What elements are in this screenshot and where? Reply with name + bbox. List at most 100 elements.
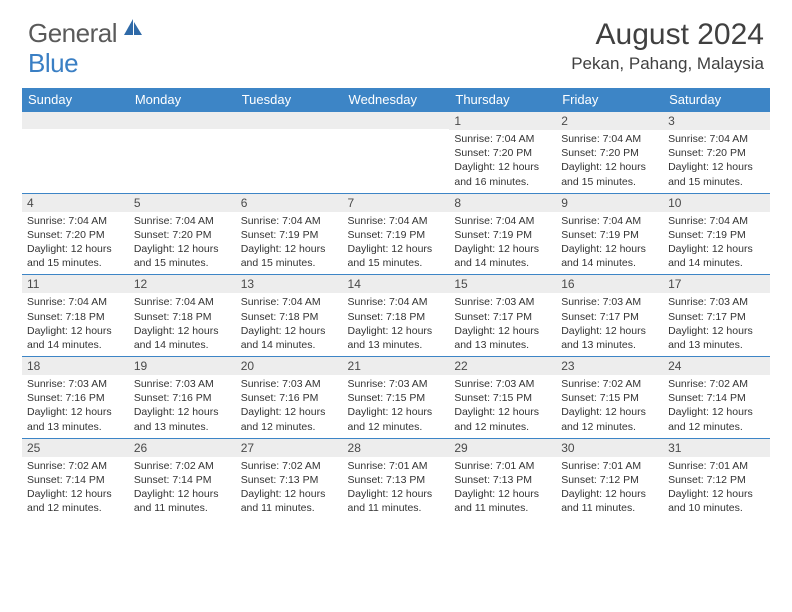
sunrise-text: Sunrise: 7:01 AM: [348, 459, 445, 473]
calendar-day-cell: 14Sunrise: 7:04 AMSunset: 7:18 PMDayligh…: [343, 275, 450, 357]
daylight-text: Daylight: 12 hours and 12 minutes.: [27, 487, 124, 515]
calendar-day-cell: 21Sunrise: 7:03 AMSunset: 7:15 PMDayligh…: [343, 357, 450, 439]
day-number: 28: [343, 439, 450, 457]
day-number: [22, 112, 129, 129]
calendar-day-cell: 20Sunrise: 7:03 AMSunset: 7:16 PMDayligh…: [236, 357, 343, 439]
sunset-text: Sunset: 7:15 PM: [348, 391, 445, 405]
sunrise-text: Sunrise: 7:03 AM: [668, 295, 765, 309]
sunset-text: Sunset: 7:19 PM: [348, 228, 445, 242]
calendar-day-cell: 15Sunrise: 7:03 AMSunset: 7:17 PMDayligh…: [449, 275, 556, 357]
calendar-day-cell: 12Sunrise: 7:04 AMSunset: 7:18 PMDayligh…: [129, 275, 236, 357]
day-details: Sunrise: 7:02 AMSunset: 7:14 PMDaylight:…: [129, 457, 236, 520]
daylight-text: Daylight: 12 hours and 13 minutes.: [134, 405, 231, 433]
day-details: Sunrise: 7:04 AMSunset: 7:19 PMDaylight:…: [449, 212, 556, 275]
day-details: Sunrise: 7:03 AMSunset: 7:17 PMDaylight:…: [449, 293, 556, 356]
daylight-text: Daylight: 12 hours and 14 minutes.: [561, 242, 658, 270]
sunrise-text: Sunrise: 7:03 AM: [134, 377, 231, 391]
daylight-text: Daylight: 12 hours and 14 minutes.: [134, 324, 231, 352]
title-block: August 2024 Pekan, Pahang, Malaysia: [571, 18, 764, 74]
day-number: 18: [22, 357, 129, 375]
month-title: August 2024: [571, 18, 764, 52]
day-details: Sunrise: 7:02 AMSunset: 7:14 PMDaylight:…: [22, 457, 129, 520]
day-number: 26: [129, 439, 236, 457]
brand-word-blue-wrap: Blue: [28, 48, 78, 79]
sunset-text: Sunset: 7:18 PM: [348, 310, 445, 324]
day-number: 10: [663, 194, 770, 212]
weekday-header: Wednesday: [343, 88, 450, 112]
calendar-day-cell: 23Sunrise: 7:02 AMSunset: 7:15 PMDayligh…: [556, 357, 663, 439]
sunrise-text: Sunrise: 7:03 AM: [241, 377, 338, 391]
weekday-header: Thursday: [449, 88, 556, 112]
sunset-text: Sunset: 7:19 PM: [454, 228, 551, 242]
calendar-day-cell: 16Sunrise: 7:03 AMSunset: 7:17 PMDayligh…: [556, 275, 663, 357]
sunset-text: Sunset: 7:12 PM: [668, 473, 765, 487]
sunrise-text: Sunrise: 7:04 AM: [134, 214, 231, 228]
sunrise-text: Sunrise: 7:04 AM: [668, 214, 765, 228]
daylight-text: Daylight: 12 hours and 14 minutes.: [27, 324, 124, 352]
day-details: Sunrise: 7:04 AMSunset: 7:20 PMDaylight:…: [129, 212, 236, 275]
calendar-day-cell: 9Sunrise: 7:04 AMSunset: 7:19 PMDaylight…: [556, 193, 663, 275]
sunset-text: Sunset: 7:20 PM: [134, 228, 231, 242]
sunset-text: Sunset: 7:15 PM: [561, 391, 658, 405]
day-details: Sunrise: 7:01 AMSunset: 7:12 PMDaylight:…: [663, 457, 770, 520]
weekday-header: Monday: [129, 88, 236, 112]
day-number: [343, 112, 450, 129]
day-number: 25: [22, 439, 129, 457]
day-number: 1: [449, 112, 556, 130]
weekday-header: Saturday: [663, 88, 770, 112]
day-number: 22: [449, 357, 556, 375]
calendar-week-row: 18 Sunrise: 7:03 AMSunset: 7:16 PMDayligh…: [22, 357, 770, 439]
sunset-text: Sunset: 7:17 PM: [454, 310, 551, 324]
day-number: 6: [236, 194, 343, 212]
daylight-text: Daylight: 12 hours and 12 minutes.: [348, 405, 445, 433]
sunrise-text: Sunrise: 7:04 AM: [241, 214, 338, 228]
calendar-day-cell: 8Sunrise: 7:04 AMSunset: 7:19 PMDaylight…: [449, 193, 556, 275]
day-details: Sunrise: 7:03 AMSunset: 7:16 PMDaylight:…: [236, 375, 343, 438]
sunset-text: Sunset: 7:18 PM: [27, 310, 124, 324]
day-details: Sunrise: 7:04 AMSunset: 7:20 PMDaylight:…: [663, 130, 770, 193]
sunrise-text: Sunrise: 7:03 AM: [561, 295, 658, 309]
sunrise-text: Sunrise: 7:04 AM: [241, 295, 338, 309]
daylight-text: Daylight: 12 hours and 11 minutes.: [561, 487, 658, 515]
daylight-text: Daylight: 12 hours and 15 minutes.: [27, 242, 124, 270]
day-details: Sunrise: 7:04 AMSunset: 7:20 PMDaylight:…: [449, 130, 556, 193]
daylight-text: Daylight: 12 hours and 15 minutes.: [348, 242, 445, 270]
calendar-day-cell: 6Sunrise: 7:04 AMSunset: 7:19 PMDaylight…: [236, 193, 343, 275]
daylight-text: Daylight: 12 hours and 13 minutes.: [561, 324, 658, 352]
sunrise-text: Sunrise: 7:04 AM: [348, 214, 445, 228]
sunrise-text: Sunrise: 7:04 AM: [561, 132, 658, 146]
day-details: Sunrise: 7:04 AMSunset: 7:19 PMDaylight:…: [236, 212, 343, 275]
sunset-text: Sunset: 7:20 PM: [561, 146, 658, 160]
daylight-text: Daylight: 12 hours and 15 minutes.: [668, 160, 765, 188]
calendar-day-cell: 26Sunrise: 7:02 AMSunset: 7:14 PMDayligh…: [129, 438, 236, 519]
day-number: 7: [343, 194, 450, 212]
day-number: 27: [236, 439, 343, 457]
sunrise-text: Sunrise: 7:01 AM: [561, 459, 658, 473]
calendar-table: Sunday Monday Tuesday Wednesday Thursday…: [22, 88, 770, 519]
calendar-day-cell: 2Sunrise: 7:04 AMSunset: 7:20 PMDaylight…: [556, 112, 663, 194]
day-number: 13: [236, 275, 343, 293]
daylight-text: Daylight: 12 hours and 15 minutes.: [241, 242, 338, 270]
calendar-day-cell: 22Sunrise: 7:03 AMSunset: 7:15 PMDayligh…: [449, 357, 556, 439]
daylight-text: Daylight: 12 hours and 12 minutes.: [454, 405, 551, 433]
sunset-text: Sunset: 7:18 PM: [134, 310, 231, 324]
sunrise-text: Sunrise: 7:04 AM: [27, 295, 124, 309]
sunset-text: Sunset: 7:19 PM: [668, 228, 765, 242]
day-details: [236, 129, 343, 187]
calendar-day-cell: [22, 112, 129, 194]
sunset-text: Sunset: 7:15 PM: [454, 391, 551, 405]
day-number: 15: [449, 275, 556, 293]
day-details: [343, 129, 450, 187]
brand-logo: General: [28, 18, 146, 49]
day-number: 29: [449, 439, 556, 457]
calendar-day-cell: 7 Sunrise: 7:04 AMSunset: 7:19 PMDaylight…: [343, 193, 450, 275]
calendar-week-row: 25Sunrise: 7:02 AMSunset: 7:14 PMDayligh…: [22, 438, 770, 519]
sunset-text: Sunset: 7:17 PM: [561, 310, 658, 324]
day-number: 24: [663, 357, 770, 375]
daylight-text: Daylight: 12 hours and 16 minutes.: [454, 160, 551, 188]
daylight-text: Daylight: 12 hours and 13 minutes.: [348, 324, 445, 352]
calendar-week-row: 4Sunrise: 7:04 AMSunset: 7:20 PMDaylight…: [22, 193, 770, 275]
sunrise-text: Sunrise: 7:04 AM: [668, 132, 765, 146]
day-details: Sunrise: 7:01 AMSunset: 7:12 PMDaylight:…: [556, 457, 663, 520]
day-details: Sunrise: 7:03 AMSunset: 7:17 PMDaylight:…: [663, 293, 770, 356]
